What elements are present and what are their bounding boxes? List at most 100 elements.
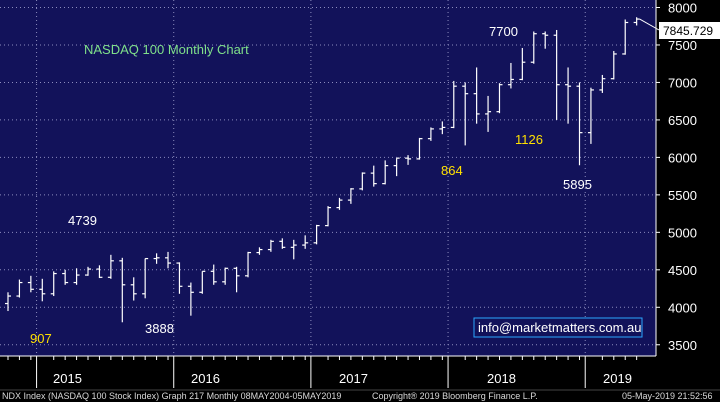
year-separators (36, 0, 586, 356)
ohlc-bar-2016-09 (267, 239, 274, 252)
annotation-4739: 4739 (68, 213, 97, 228)
ohlc-bar-2017-09 (405, 155, 412, 165)
ohlc-bar-2015-06 (96, 265, 103, 279)
ohlc-bar-2017-02 (325, 206, 332, 227)
ohlc-bar-2018-09 (542, 31, 549, 49)
ohlc-bar-2019-01 (587, 87, 594, 144)
annotation-1126: 1126 (515, 132, 543, 147)
y-tick-label-7000: 7000 (668, 75, 697, 90)
ohlc-bar-2018-11 (565, 67, 572, 124)
last-value-box (659, 22, 720, 39)
ohlc-bar-2018-04 (485, 95, 492, 132)
ohlc-bar-2016-10 (279, 238, 286, 249)
ohlc-bar-2016-08 (256, 247, 263, 255)
last-value-text: 7845.729 (663, 24, 713, 38)
y-tick-label-4000: 4000 (668, 300, 697, 315)
ohlc-bar-2017-03 (336, 197, 343, 210)
annotation-5895: 5895 (563, 177, 592, 192)
footer-copyright: Copyright® 2019 Bloomberg Finance L.P. (372, 391, 538, 401)
ohlc-bar-2016-03 (199, 270, 206, 294)
ohlc-bar-2015-11 (153, 253, 160, 264)
ohlc-bar-2014-10 (5, 292, 11, 312)
email-text: info@marketmatters.com.au (478, 320, 641, 335)
ohlc-bar-2015-05 (85, 266, 92, 276)
ohlc-bar-2019-04 (622, 19, 629, 55)
x-axis: 2015 2016 2017 2018 2019 (0, 355, 656, 388)
y-tick-label-5000: 5000 (668, 225, 697, 240)
ohlc-bar-2018-06 (507, 62, 514, 89)
x-axis-band (0, 356, 656, 388)
grid-lines (0, 6, 656, 346)
ohlc-bar-2015-09 (130, 277, 137, 301)
email-box-border (473, 317, 643, 338)
year-label-2019: 2019 (603, 371, 632, 386)
year-label-2016: 2016 (191, 371, 220, 386)
ohlc-bar-2015-07 (107, 254, 114, 279)
ohlc-bar-2017-06 (370, 165, 377, 187)
ohlc-bar-2018-02 (462, 82, 469, 146)
ohlc-bar-2018-10 (553, 29, 560, 120)
footer-left: NDX Index (NASDAQ 100 Stock Index) Graph… (2, 391, 341, 401)
year-label-2018: 2018 (487, 371, 516, 386)
ohlc-bar-2017-08 (393, 157, 400, 177)
last-value-label: 7845.729 (659, 22, 720, 39)
plot-area (0, 0, 656, 356)
ohlc-bar-2017-05 (359, 172, 366, 191)
ohlc-bar-2017-10 (416, 137, 423, 160)
ohlc-bar-2016-04 (210, 264, 217, 285)
y-tick-label-3500: 3500 (668, 338, 697, 353)
ohlc-bar-2019-05 (633, 17, 640, 26)
ohlc-bar-2018-01 (450, 80, 457, 129)
footer-timestamp: 05-May-2019 21:52:56 (622, 391, 713, 401)
annotation-7700: 7700 (489, 24, 518, 39)
ohlc-bar-2018-03 (473, 67, 480, 124)
year-label-2015: 2015 (53, 371, 82, 386)
annotation-3888: 3888 (145, 321, 174, 336)
ohlc-bar-2018-05 (496, 83, 503, 114)
ohlc-bar-2018-12 (576, 82, 583, 166)
ohlc-bar-2015-03 (62, 269, 69, 285)
annotations: 4739 907 3888 864 7700 1126 5895 (30, 24, 592, 346)
annotation-907: 907 (30, 331, 52, 346)
ohlc-bar-2016-11 (290, 239, 297, 260)
year-label-2017: 2017 (339, 371, 368, 386)
ohlc-bar-2014-12 (27, 275, 34, 293)
ohlc-bar-2017-11 (427, 127, 434, 141)
y-tick-label-6500: 6500 (668, 113, 697, 128)
ohlc-bar-2016-06 (233, 266, 240, 293)
ohlc-bar-2015-12 (165, 251, 172, 269)
price-bars (5, 17, 640, 323)
annotation-864: 864 (441, 163, 463, 178)
y-tick-label-5500: 5500 (668, 188, 697, 203)
ohlc-bar-2018-07 (519, 47, 526, 81)
chart-title: NASDAQ 100 Monthly Chart (84, 42, 249, 57)
ohlc-bar-2015-10 (142, 257, 149, 299)
y-axis: 8000 7500 7000 6500 6000 5500 5000 4500 4000 3500 (655, 0, 697, 356)
footer: NDX Index (NASDAQ 100 Stock Index) Graph… (0, 389, 720, 401)
ohlc-bar-2019-02 (599, 74, 606, 93)
y-tick-label-4500: 4500 (668, 263, 697, 278)
ohlc-bar-2014-11 (16, 279, 23, 298)
y-tick-label-7500: 7500 (668, 38, 697, 53)
ohlc-bar-2017-12 (439, 121, 446, 135)
ohlc-bar-2017-07 (382, 160, 389, 185)
y-tick-label-8000: 8000 (668, 0, 697, 15)
ohlc-bar-2016-01 (176, 262, 183, 294)
ohlc-bar-2019-03 (610, 50, 617, 80)
ohlc-bar-2015-08 (119, 257, 126, 323)
ohlc-bar-2015-04 (73, 268, 80, 285)
ohlc-bar-2015-02 (50, 271, 57, 297)
ohlc-bar-2016-02 (187, 282, 194, 316)
last-value-pointer (639, 18, 660, 31)
ohlc-bar-2018-08 (530, 31, 537, 64)
ohlc-bar-2017-04 (347, 188, 354, 204)
ohlc-bar-2015-01 (39, 278, 46, 302)
y-tick-label-6000: 6000 (668, 150, 697, 165)
x-axis-ticks (7, 356, 638, 388)
ohlc-bar-2016-07 (245, 251, 252, 278)
ohlc-bar-2016-12 (302, 235, 309, 249)
ohlc-bar-2016-05 (222, 267, 229, 285)
email-box: info@marketmatters.com.au (473, 317, 643, 338)
ohlc-bar-2017-01 (313, 224, 320, 245)
